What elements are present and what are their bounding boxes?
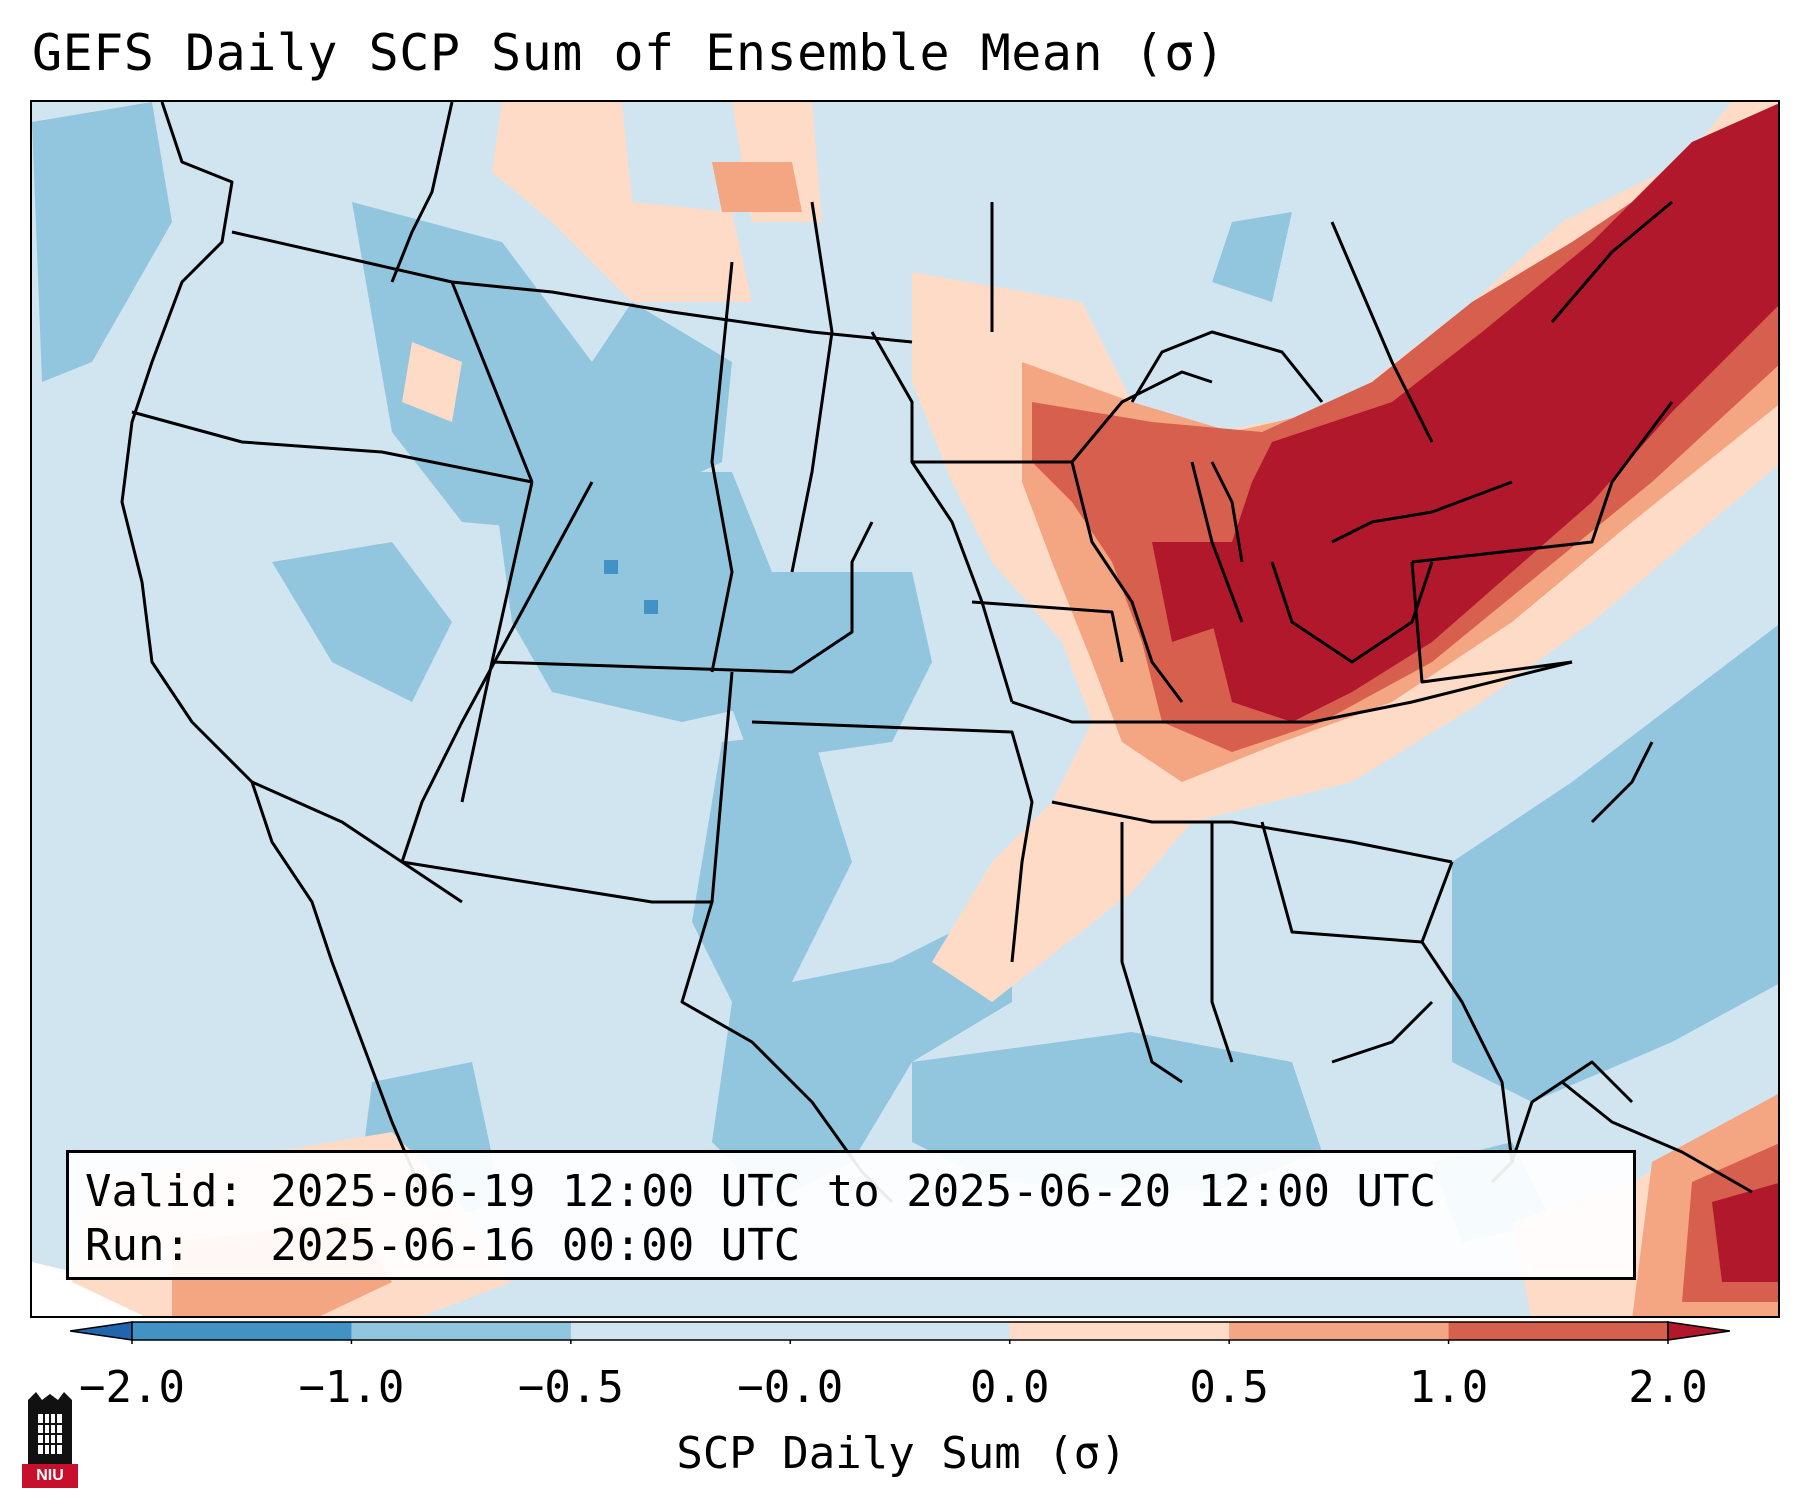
- valid-time-text: Valid: 2025-06-19 12:00 UTC to 2025-06-2…: [85, 1166, 1437, 1217]
- colorbar-bin: [1448, 1322, 1669, 1340]
- state-boundaries: [120, 102, 1674, 1204]
- colorbar-tick-label: 0.0: [969, 1362, 1050, 1413]
- colorbar-bin: [1229, 1322, 1450, 1340]
- map-svg: [32, 102, 1778, 1316]
- castle-icon: [28, 1392, 72, 1464]
- strong-negative-spots: [604, 560, 658, 614]
- colorbar-frame: [131, 1321, 1669, 1341]
- colorbar-tick-label: −1.0: [298, 1362, 405, 1413]
- colorbar-tick-label: −0.0: [737, 1362, 844, 1413]
- niu-logo: NIU: [22, 1392, 78, 1488]
- colorbar-bin: [132, 1322, 352, 1340]
- chart-title: GEFS Daily SCP Sum of Ensemble Mean (σ): [32, 24, 1226, 82]
- colorbar-extend-high: [1667, 1321, 1730, 1341]
- colorbar-bin: [790, 1322, 1011, 1340]
- colorbar-label: SCP Daily Sum (σ): [676, 1428, 1127, 1479]
- colorbar: [70, 1321, 1730, 1344]
- colorbar-bin: [570, 1322, 791, 1340]
- colorbar-extend-low: [70, 1321, 133, 1341]
- colorbar-tick-label: 0.5: [1189, 1362, 1269, 1413]
- map-panel: [30, 100, 1780, 1318]
- run-time-text: Run: 2025-06-16 00:00 UTC: [85, 1220, 801, 1271]
- colorbar-tick-label: 1.0: [1408, 1362, 1489, 1413]
- colorbar-tick-label: 2.0: [1628, 1362, 1708, 1413]
- colorbar-bin: [351, 1322, 572, 1340]
- coastline-and-lakes: [1130, 200, 1753, 1194]
- colorbar-tick-label: −0.5: [517, 1362, 624, 1413]
- valid-info-box: Valid: 2025-06-19 12:00 UTC to 2025-06-2…: [66, 1150, 1636, 1280]
- niu-logo-text: NIU: [22, 1464, 78, 1488]
- dark-red-areas: [1152, 103, 1778, 1282]
- colorbar-bin: [1009, 1322, 1230, 1340]
- colorbar-tick-label: −2.0: [79, 1362, 185, 1413]
